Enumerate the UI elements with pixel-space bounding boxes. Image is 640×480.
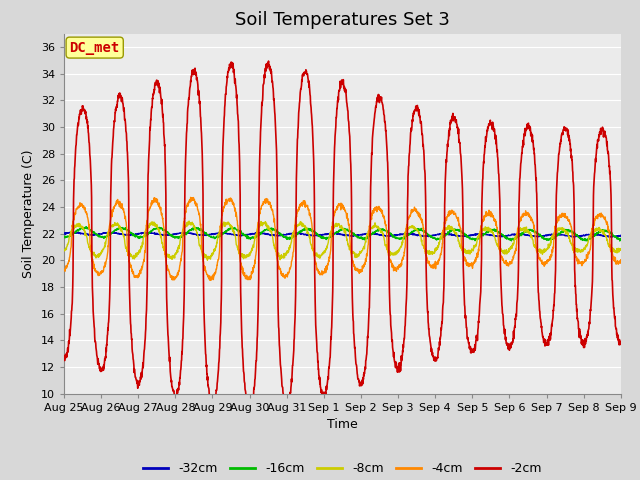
Legend: -32cm, -16cm, -8cm, -4cm, -2cm: -32cm, -16cm, -8cm, -4cm, -2cm	[138, 457, 547, 480]
Title: Soil Temperatures Set 3: Soil Temperatures Set 3	[235, 11, 450, 29]
Y-axis label: Soil Temperature (C): Soil Temperature (C)	[22, 149, 35, 278]
X-axis label: Time: Time	[327, 418, 358, 431]
Text: DC_met: DC_met	[70, 41, 120, 55]
